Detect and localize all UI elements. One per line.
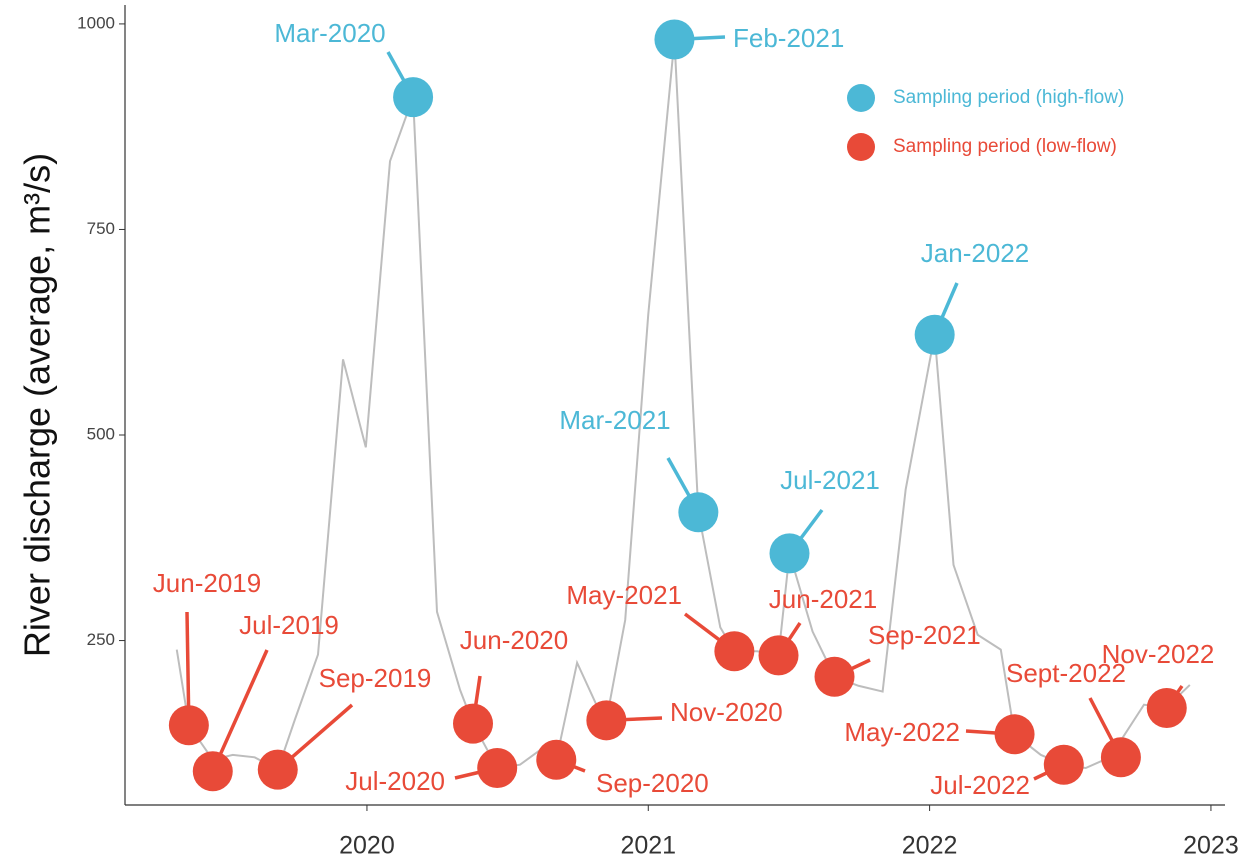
y-axis-label: River discharge (average, m³/s) — [17, 153, 58, 657]
sample-point — [257, 749, 298, 790]
point-label: Jun-2019 — [153, 568, 261, 598]
sample-point — [477, 748, 518, 789]
point-label: Jun-2020 — [460, 625, 568, 655]
x-tick-label: 2023 — [1183, 832, 1239, 860]
sample-point — [994, 714, 1035, 755]
point-label: Feb-2021 — [733, 23, 844, 53]
discharge-line — [175, 39, 1191, 772]
point-label: Jul-2021 — [780, 465, 880, 495]
sample-point — [758, 635, 799, 676]
sample-point — [678, 492, 719, 533]
point-label: Jun-2021 — [769, 584, 877, 614]
sample-point — [769, 533, 810, 574]
sample-point — [536, 739, 577, 780]
sample-point — [192, 751, 233, 792]
point-label: Sept-2022 — [1006, 658, 1126, 688]
sample-point — [714, 631, 755, 672]
y-tick-label: 500 — [87, 424, 115, 443]
legend-label: Sampling period (low-flow) — [893, 136, 1117, 157]
point-label: Jul-2022 — [930, 770, 1030, 800]
point-label: May-2021 — [566, 580, 682, 610]
x-tick-label: 2020 — [339, 832, 395, 860]
point-label: Jul-2019 — [239, 610, 339, 640]
sample-point — [654, 19, 695, 60]
point-label: Jul-2020 — [345, 766, 445, 796]
sample-point — [1043, 744, 1084, 785]
point-label: May-2022 — [844, 717, 960, 747]
sample-point — [393, 77, 434, 118]
point-label: Jan-2022 — [921, 238, 1029, 268]
sample-point — [586, 700, 627, 741]
point-label: Nov-2022 — [1102, 639, 1215, 669]
y-tick-label: 1000 — [77, 13, 115, 32]
sample-point — [168, 705, 209, 746]
point-label: Sep-2019 — [319, 663, 432, 693]
x-tick-label: 2022 — [902, 832, 958, 860]
legend-marker — [847, 84, 875, 112]
point-label: Sep-2020 — [596, 768, 709, 798]
point-label: Nov-2020 — [670, 697, 783, 727]
legend-marker — [847, 133, 875, 161]
legend-label: Sampling period (high-flow) — [893, 87, 1124, 108]
point-label: Mar-2020 — [274, 18, 385, 48]
point-label: Sep-2021 — [868, 620, 981, 650]
y-tick-label: 250 — [87, 630, 115, 649]
sample-point — [453, 703, 494, 744]
point-label: Mar-2021 — [559, 405, 670, 435]
y-tick-label: 750 — [87, 219, 115, 238]
sample-point — [914, 314, 955, 355]
x-tick-label: 2021 — [620, 832, 676, 860]
leader-line — [211, 649, 269, 773]
sample-point — [814, 656, 855, 697]
sample-point — [1146, 687, 1187, 728]
sample-point — [1100, 737, 1141, 778]
